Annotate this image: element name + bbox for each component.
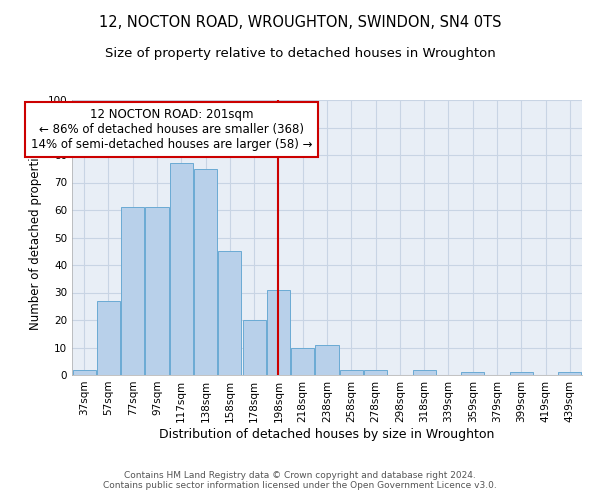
Bar — [510, 372, 533, 375]
Bar — [218, 251, 241, 375]
Bar — [73, 370, 95, 375]
Text: Size of property relative to detached houses in Wroughton: Size of property relative to detached ho… — [104, 48, 496, 60]
Bar — [413, 370, 436, 375]
Bar — [364, 370, 387, 375]
Bar — [316, 345, 338, 375]
Bar — [170, 163, 193, 375]
Bar — [267, 290, 290, 375]
Bar — [559, 372, 581, 375]
Bar — [340, 370, 363, 375]
Bar — [97, 300, 120, 375]
X-axis label: Distribution of detached houses by size in Wroughton: Distribution of detached houses by size … — [160, 428, 494, 440]
Bar — [461, 372, 484, 375]
Bar — [291, 348, 314, 375]
Text: 12, NOCTON ROAD, WROUGHTON, SWINDON, SN4 0TS: 12, NOCTON ROAD, WROUGHTON, SWINDON, SN4… — [99, 15, 501, 30]
Text: Contains HM Land Registry data © Crown copyright and database right 2024.
Contai: Contains HM Land Registry data © Crown c… — [103, 470, 497, 490]
Bar — [194, 169, 217, 375]
Y-axis label: Number of detached properties: Number of detached properties — [29, 144, 42, 330]
Text: 12 NOCTON ROAD: 201sqm
← 86% of detached houses are smaller (368)
14% of semi-de: 12 NOCTON ROAD: 201sqm ← 86% of detached… — [31, 108, 312, 151]
Bar — [121, 207, 144, 375]
Bar — [145, 207, 169, 375]
Bar — [242, 320, 266, 375]
